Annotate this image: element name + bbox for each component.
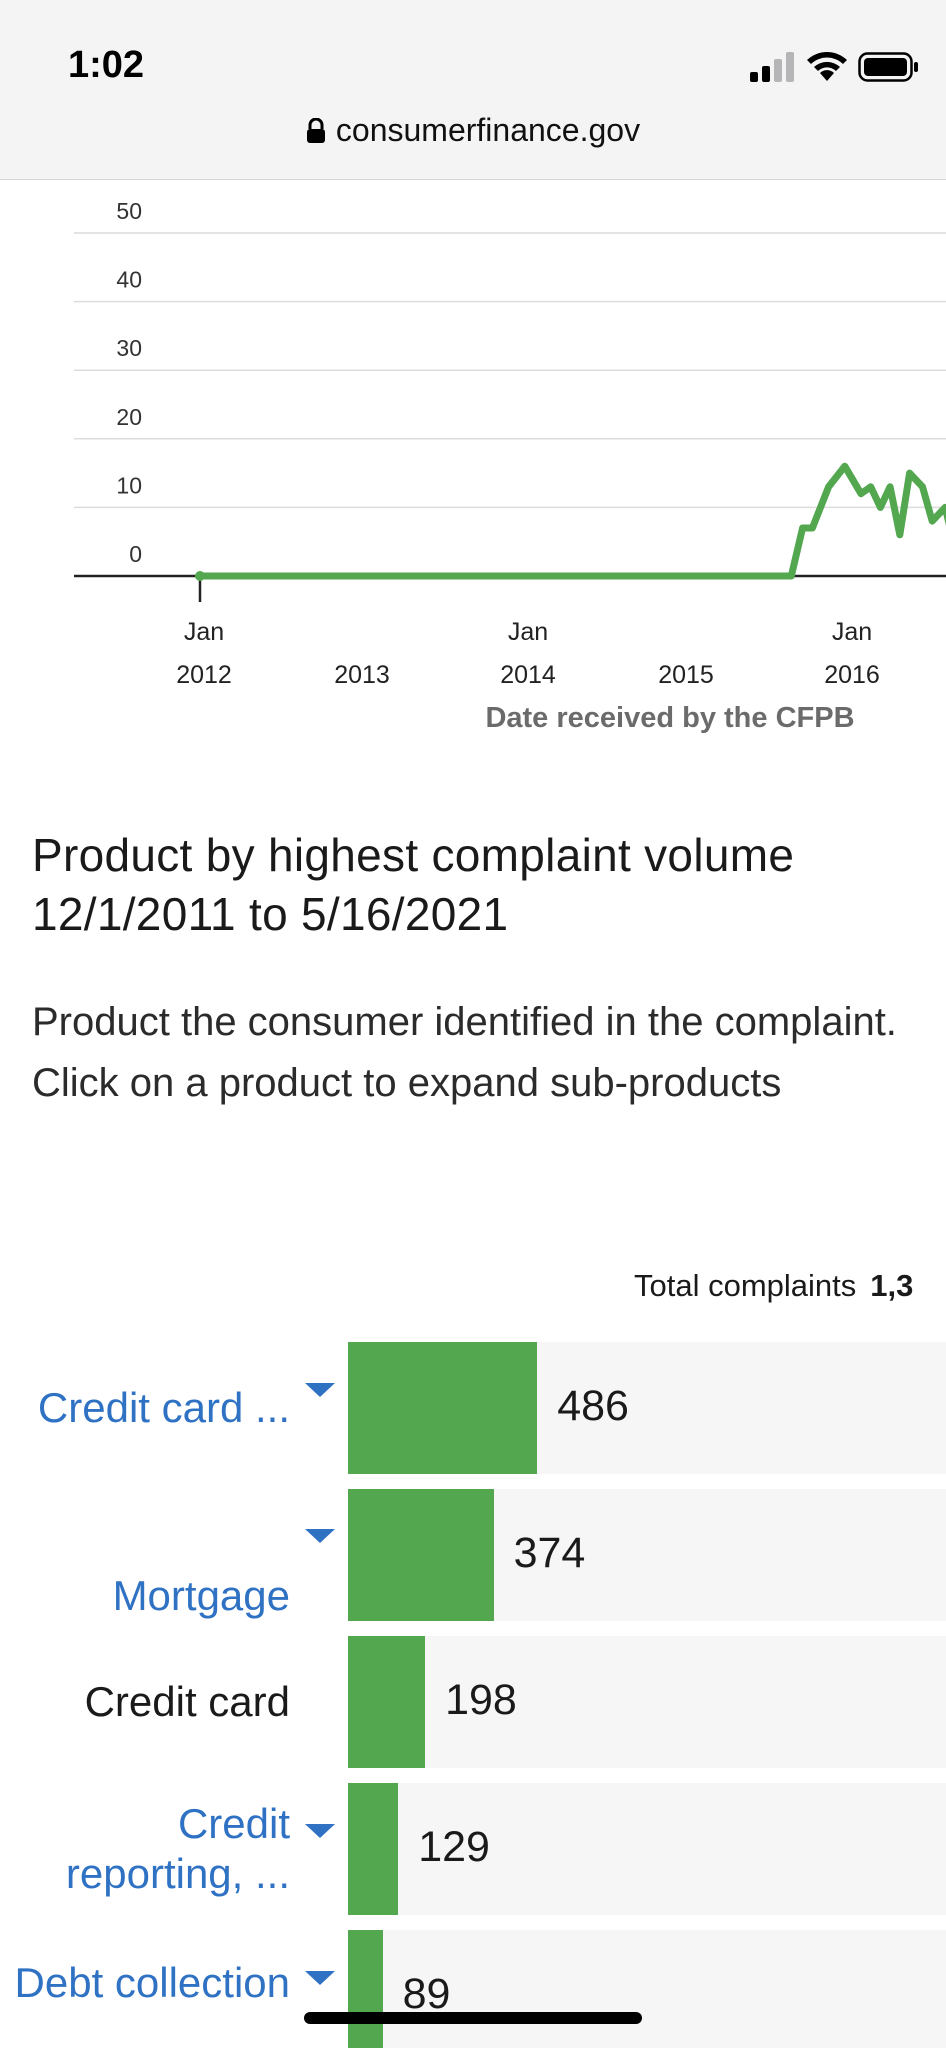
product-label[interactable]: Mortgage bbox=[112, 1572, 290, 1619]
y-tick-label: 0 bbox=[129, 541, 142, 567]
x-tick-year-label: 2016 bbox=[824, 661, 880, 689]
bar bbox=[348, 1636, 426, 1768]
status-time: 1:02 bbox=[68, 44, 145, 86]
y-tick-label: 30 bbox=[116, 335, 142, 361]
bar-row[interactable]: Credit card ... 486 bbox=[0, 1342, 946, 1474]
section-title: Product by highest complaint volume 12/1… bbox=[32, 829, 795, 940]
bar bbox=[348, 1342, 538, 1474]
x-tick-year-label: 2013 bbox=[334, 661, 390, 689]
bar-value: 374 bbox=[513, 1529, 586, 1577]
product-label[interactable]: Credit reporting, ... bbox=[65, 1800, 290, 1897]
bar-value: 486 bbox=[557, 1382, 629, 1430]
bar bbox=[348, 1930, 383, 2048]
chevron-down-icon[interactable] bbox=[305, 1529, 335, 1543]
chevron-down-icon[interactable] bbox=[305, 1383, 335, 1397]
x-tick-month-label: Jan bbox=[832, 618, 872, 646]
series-start-point bbox=[195, 571, 205, 581]
x-tick-year-label: 2014 bbox=[500, 661, 556, 689]
product-label: Credit card bbox=[84, 1678, 290, 1725]
x-tick-month-label: Jan bbox=[508, 618, 548, 646]
chevron-down-icon[interactable] bbox=[305, 1824, 335, 1838]
bar-track: 198 bbox=[348, 1636, 946, 1768]
y-tick-label: 10 bbox=[116, 472, 142, 498]
url-text: consumerfinance.gov bbox=[335, 112, 641, 148]
bar-value: 129 bbox=[418, 1823, 490, 1871]
bar-track: 374 bbox=[348, 1489, 946, 1621]
home-indicator[interactable] bbox=[304, 2012, 642, 2024]
bar-value: 198 bbox=[445, 1676, 517, 1724]
product-label[interactable]: Debt collection bbox=[14, 1959, 290, 2006]
bar-row[interactable]: Mortgage 374 bbox=[0, 1489, 946, 1621]
section-description: Product the consumer identified in the c… bbox=[32, 1000, 897, 1105]
total-complaints: Total complaints 1,3 bbox=[634, 1268, 913, 1304]
x-axis-title: Date received by the CFPB bbox=[485, 702, 855, 734]
complaints-line-chart: 50 40 30 20 10 0 Jan 2012 2013 Jan 2014 2015 Jan 2016… bbox=[74, 198, 946, 689]
battery-icon bbox=[858, 52, 918, 82]
cellular-signal-icon bbox=[750, 52, 794, 82]
browser-top-bar: 1:02 consumerfinance.gov bbox=[0, 0, 946, 180]
y-tick-label: 20 bbox=[116, 404, 142, 430]
lock-icon bbox=[306, 118, 325, 143]
bar-row: Credit card 198 bbox=[0, 1636, 946, 1768]
chevron-down-icon[interactable] bbox=[305, 1971, 335, 1985]
bar bbox=[348, 1489, 494, 1621]
y-tick-label: 40 bbox=[116, 267, 142, 293]
bar-track: 89 bbox=[348, 1930, 946, 2048]
series-line bbox=[196, 462, 946, 580]
bar-row[interactable]: Debt collection 89 bbox=[0, 1930, 946, 2048]
y-tick-label: 50 bbox=[116, 198, 142, 224]
total-complaints-label: Total complaints bbox=[634, 1268, 857, 1303]
x-tick-month-label: Jan bbox=[184, 618, 224, 646]
product-label[interactable]: Credit card ... bbox=[37, 1384, 290, 1431]
total-complaints-value: 1,3 bbox=[870, 1268, 914, 1303]
x-tick-year-label: 2012 bbox=[176, 661, 232, 689]
bar-row[interactable]: Credit reporting, ... 129 bbox=[0, 1783, 946, 1915]
bar-value: 89 bbox=[402, 1970, 451, 2018]
address-bar[interactable]: consumerfinance.gov bbox=[0, 112, 946, 149]
bar bbox=[348, 1783, 399, 1915]
bar-track: 129 bbox=[348, 1783, 946, 1915]
x-tick-year-label: 2015 bbox=[658, 661, 714, 689]
bar-track: 486 bbox=[348, 1342, 946, 1474]
wifi-icon bbox=[807, 52, 847, 81]
